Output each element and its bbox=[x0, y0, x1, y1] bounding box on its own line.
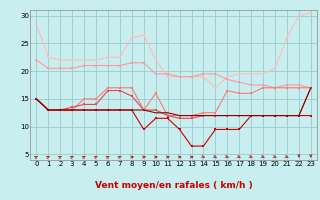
X-axis label: Vent moyen/en rafales ( km/h ): Vent moyen/en rafales ( km/h ) bbox=[95, 181, 252, 190]
